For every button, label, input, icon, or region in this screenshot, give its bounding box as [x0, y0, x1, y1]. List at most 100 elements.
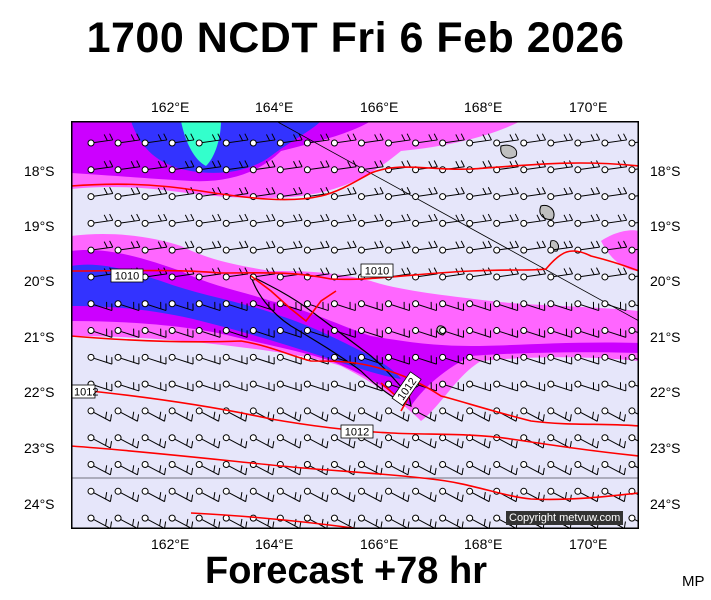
wind-barb: [303, 327, 329, 338]
wind-barb: [385, 213, 411, 227]
wind-barb: [276, 300, 302, 312]
wind-barb: [601, 300, 627, 312]
lat-tick-right-20: 20°S: [650, 273, 681, 289]
wind-barb: [222, 434, 248, 449]
lat-tick-right-23: 23°S: [650, 440, 681, 456]
wind-barb: [601, 461, 626, 476]
wind-barb: [493, 353, 519, 365]
wind-barb: [303, 213, 330, 227]
wind-barb: [357, 133, 384, 147]
wind-barb: [493, 461, 518, 476]
wind-barb: [574, 434, 599, 449]
isobar: [70, 335, 640, 427]
lon-tick-bottom-170: 170°E: [569, 536, 608, 552]
wind-barb: [357, 240, 384, 254]
wind-barb: [330, 407, 356, 422]
wind-barb: [87, 407, 113, 422]
wind-barb: [195, 267, 222, 281]
wind-barb: [520, 267, 546, 281]
wind-barb: [114, 160, 141, 174]
wind-barb: [222, 327, 248, 338]
wind-barb: [357, 327, 383, 338]
wind-barb: [493, 213, 519, 227]
wind-barb: [276, 407, 302, 422]
wind-barb: [601, 187, 628, 201]
wind-barb: [195, 327, 221, 338]
isobar-trough: [250, 275, 337, 323]
wind-barb: [222, 213, 249, 227]
wind-barb: [87, 160, 114, 174]
wind-barb: [222, 487, 248, 503]
wind-barb: [87, 187, 114, 201]
wind-barb: [493, 133, 519, 147]
wind-barb: [439, 407, 464, 422]
wind-barb: [412, 407, 437, 422]
wind-barb: [439, 487, 464, 503]
wind-barb: [87, 487, 113, 503]
wind-barb: [249, 434, 275, 449]
lat-tick-left-20: 20°S: [24, 273, 55, 289]
wind-barb: [385, 461, 410, 476]
wind-barb: [439, 514, 464, 529]
wind-barb: [547, 240, 574, 254]
wind-barb: [276, 434, 302, 449]
wind-barb: [412, 327, 437, 338]
wind-barb: [412, 434, 437, 449]
wind-barb: [195, 213, 222, 227]
wind-barb: [439, 353, 465, 365]
wind-barb: [385, 434, 410, 449]
island-ouvea: [500, 144, 518, 159]
lat-tick-left-22: 22°S: [24, 384, 55, 400]
wind-barb: [439, 300, 465, 312]
wind-barb: [141, 267, 168, 281]
wind-barb: [141, 487, 167, 503]
precip-region-east: [601, 230, 639, 271]
wind-barb: [547, 187, 574, 201]
wind-barb: [439, 187, 465, 201]
wind-barb: [330, 514, 356, 529]
wind-barb: [574, 407, 599, 422]
wind-barb: [547, 380, 573, 392]
wind-barb: [87, 213, 114, 227]
wind-barb: [168, 133, 195, 147]
wind-barb: [222, 267, 249, 281]
wind-barb: [520, 187, 546, 201]
wind-barb: [168, 380, 194, 392]
wind-barb: [520, 327, 546, 338]
wind-barb: [466, 487, 491, 503]
wind-barb: [547, 267, 574, 281]
forecast-label: Forecast +78 hr: [205, 550, 487, 592]
wind-barb: [87, 461, 113, 476]
isobar-label: 1010: [110, 268, 144, 283]
wind-barb: [195, 461, 221, 476]
wind-barb: [141, 133, 168, 147]
wind-barb: [195, 160, 222, 174]
isobar: [190, 512, 362, 530]
wind-barb: [249, 240, 276, 254]
wind-barb: [168, 327, 194, 338]
wind-barb: [466, 461, 491, 476]
wind-barb: [168, 300, 194, 312]
wind-barb: [195, 240, 222, 254]
wind-barb: [466, 300, 492, 312]
wind-barb: [330, 187, 357, 201]
wind-barb: [385, 327, 410, 338]
lon-tick-top-168: 168°E: [464, 99, 503, 115]
lat-tick-left-19: 19°S: [24, 218, 55, 234]
wind-barb: [249, 380, 275, 392]
wind-barb: [303, 240, 330, 254]
wind-barb: [222, 300, 248, 312]
wind-barb: [276, 133, 303, 147]
wind-barb: [520, 461, 545, 476]
wind-barb: [466, 133, 492, 147]
wind-barb: [168, 407, 194, 422]
wind-barb: [412, 187, 438, 201]
lon-tick-bottom-168: 168°E: [464, 536, 503, 552]
wind-barb: [276, 213, 303, 227]
wind-barb: [520, 213, 546, 227]
island-new-caledonia-outline: [250, 274, 412, 407]
wind-barb: [412, 240, 438, 254]
wind-barb: [547, 300, 573, 312]
wind-barb: [601, 327, 627, 338]
lon-tick-bottom-162: 162°E: [151, 536, 190, 552]
